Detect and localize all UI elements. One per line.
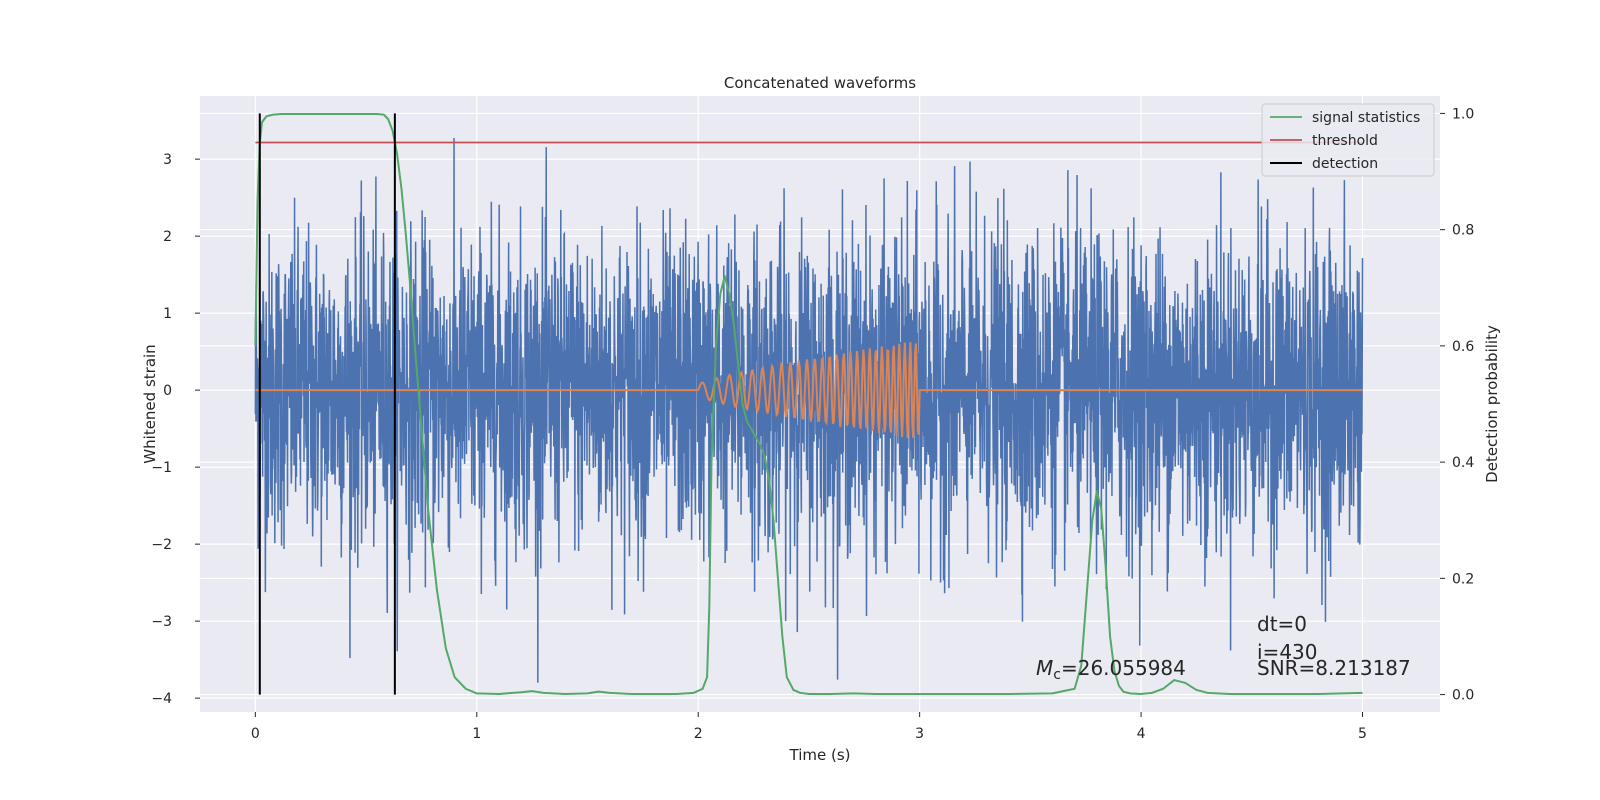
y-right-tick-label: 0.2 [1452,571,1474,587]
y-right-tick-label: 0.8 [1452,223,1474,239]
y-axis-left-label: Whitened strain [141,344,159,463]
x-tick-label: 3 [915,726,924,742]
y-left-tick-label: −4 [151,691,172,707]
y-left-tick-label: −1 [151,460,172,476]
x-axis-label: Time (s) [789,746,851,764]
x-axis: 0 1 2 3 4 5 [251,712,1367,742]
y-right-tick-label: 0.6 [1452,339,1474,355]
annotation-snr: SNR=8.213187 [1257,656,1411,680]
chart-title: Concatenated waveforms [724,74,916,92]
x-tick-label: 0 [251,726,260,742]
annotation-chirp-mass-symbol: M [1036,656,1053,680]
y-right-tick-label: 1.0 [1452,106,1474,122]
y-axis-right-label: Detection probability [1483,325,1501,483]
signal-statistics-line [254,113,1363,695]
annotation-dt: dt=0 [1257,612,1307,636]
annotations: dt=0 i=430 Mc=26.055984 SNR=8.213187 [1036,612,1411,683]
y-right-tick-label: 0.4 [1452,455,1474,471]
y-left-tick-label: −3 [151,614,172,630]
x-tick-label: 1 [472,726,481,742]
legend-label-signal-statistics: signal statistics [1312,110,1420,126]
strain-noise-series [254,137,1364,683]
y-axis-left: −4 −3 −2 −1 0 1 2 3 [151,152,200,707]
detection-series [258,113,396,695]
y-left-tick-label: 1 [163,306,172,322]
y-left-tick-label: 0 [163,383,172,399]
annotation-chirp-mass-value: =26.055984 [1061,656,1186,680]
annotation-chirp-mass: Mc=26.055984 [1036,656,1186,683]
strain-noise-line [254,137,1364,683]
y-left-tick-label: 3 [163,152,172,168]
x-tick-label: 2 [694,726,703,742]
template-waveform-line [255,342,1363,439]
legend-label-detection: detection [1312,156,1378,172]
y-right-tick-label: 0.0 [1452,688,1474,704]
y-left-tick-label: 2 [163,229,172,245]
annotation-chirp-mass-subscript: c [1053,667,1061,683]
y-axis-right: 0.0 0.2 0.4 0.6 0.8 1.0 [1440,106,1474,704]
legend-box [1261,103,1435,177]
signal-statistics-series [254,113,1363,695]
annotation-index: i=430 [1257,640,1318,664]
template-waveform-series [255,342,1363,439]
y-left-tick-label: −2 [151,537,172,553]
legend: signal statistics threshold detection [1261,103,1435,177]
x-tick-label: 4 [1137,726,1146,742]
x-tick-label: 5 [1358,726,1367,742]
legend-label-threshold: threshold [1312,133,1378,149]
